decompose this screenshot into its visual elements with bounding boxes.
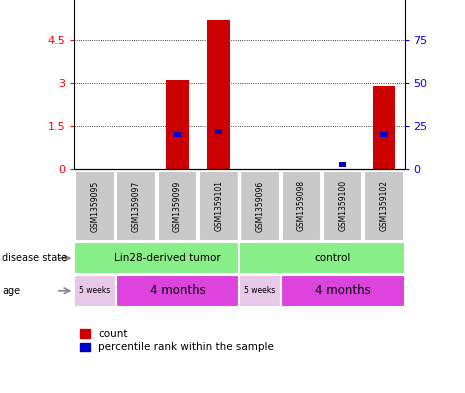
Bar	[75, 171, 115, 241]
Text: Lin28-derived tumor: Lin28-derived tumor	[114, 253, 220, 263]
Text: GSM1359095: GSM1359095	[91, 180, 100, 231]
Bar	[74, 242, 239, 274]
Text: 4 months: 4 months	[315, 284, 371, 298]
Text: disease state: disease state	[2, 253, 67, 263]
Bar	[158, 171, 197, 241]
Bar	[117, 171, 156, 241]
Bar	[207, 20, 230, 169]
Bar	[74, 275, 116, 307]
Text: GSM1359102: GSM1359102	[379, 180, 388, 231]
Bar	[166, 80, 189, 169]
Text: control: control	[314, 253, 351, 263]
Text: 5 weeks: 5 weeks	[245, 286, 276, 295]
Text: GSM1359099: GSM1359099	[173, 180, 182, 231]
Text: GSM1359096: GSM1359096	[256, 180, 265, 231]
Legend: count, percentile rank within the sample: count, percentile rank within the sample	[80, 329, 274, 353]
Text: 4 months: 4 months	[150, 284, 206, 298]
Bar	[281, 275, 405, 307]
Bar	[364, 171, 404, 241]
Bar	[239, 242, 405, 274]
Text: GSM1359101: GSM1359101	[214, 180, 223, 231]
Text: GSM1359100: GSM1359100	[338, 180, 347, 231]
Bar	[380, 132, 387, 137]
Bar	[339, 162, 346, 167]
Bar	[239, 275, 281, 307]
Text: GSM1359097: GSM1359097	[132, 180, 141, 231]
Bar	[116, 275, 239, 307]
Text: age: age	[2, 286, 20, 296]
Text: GSM1359098: GSM1359098	[297, 180, 306, 231]
Bar	[323, 171, 362, 241]
Bar	[199, 171, 239, 241]
Bar	[282, 171, 321, 241]
Text: 5 weeks: 5 weeks	[80, 286, 111, 295]
Bar	[174, 132, 181, 137]
Bar	[215, 129, 222, 134]
Bar	[240, 171, 280, 241]
Bar	[372, 86, 395, 169]
